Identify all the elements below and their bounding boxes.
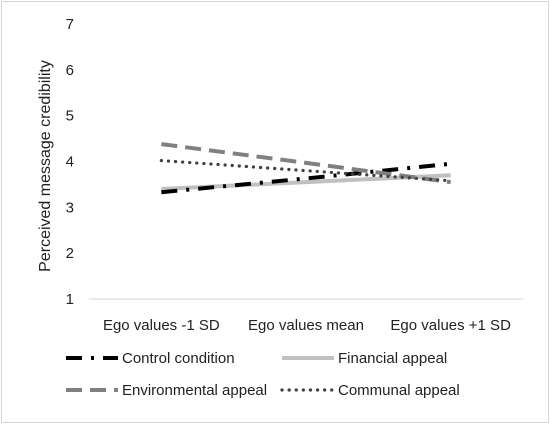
x-category-labels: Ego values -1 SD Ego values mean Ego value… — [103, 317, 511, 334]
legend-label: Control condition — [122, 350, 235, 367]
series-line — [159, 158, 453, 183]
legend-label: Communal appeal — [338, 382, 460, 399]
y-tick-label: 4 — [66, 154, 74, 171]
legend: Control condition Financial appeal Environ… — [66, 350, 460, 399]
y-tick-label: 3 — [66, 199, 74, 216]
y-tick-label: 5 — [66, 108, 74, 125]
series-lines — [159, 142, 453, 195]
x-category-label: Ego values -1 SD — [103, 317, 220, 334]
y-tick-label: 7 — [66, 16, 74, 33]
legend-label: Financial appeal — [338, 350, 447, 367]
y-tick-labels: 1 2 3 4 5 6 7 — [66, 16, 74, 308]
y-tick-label: 2 — [66, 245, 74, 262]
y-tick-label: 6 — [66, 62, 74, 79]
x-category-label: Ego values +1 SD — [390, 317, 511, 334]
x-category-label: Ego values mean — [248, 317, 364, 334]
y-axis-title: Perceived message credibility — [37, 60, 54, 272]
series-line — [161, 161, 451, 195]
legend-label: Environmental appeal — [122, 382, 267, 399]
series-line — [161, 142, 451, 185]
y-tick-label: 1 — [66, 291, 74, 308]
